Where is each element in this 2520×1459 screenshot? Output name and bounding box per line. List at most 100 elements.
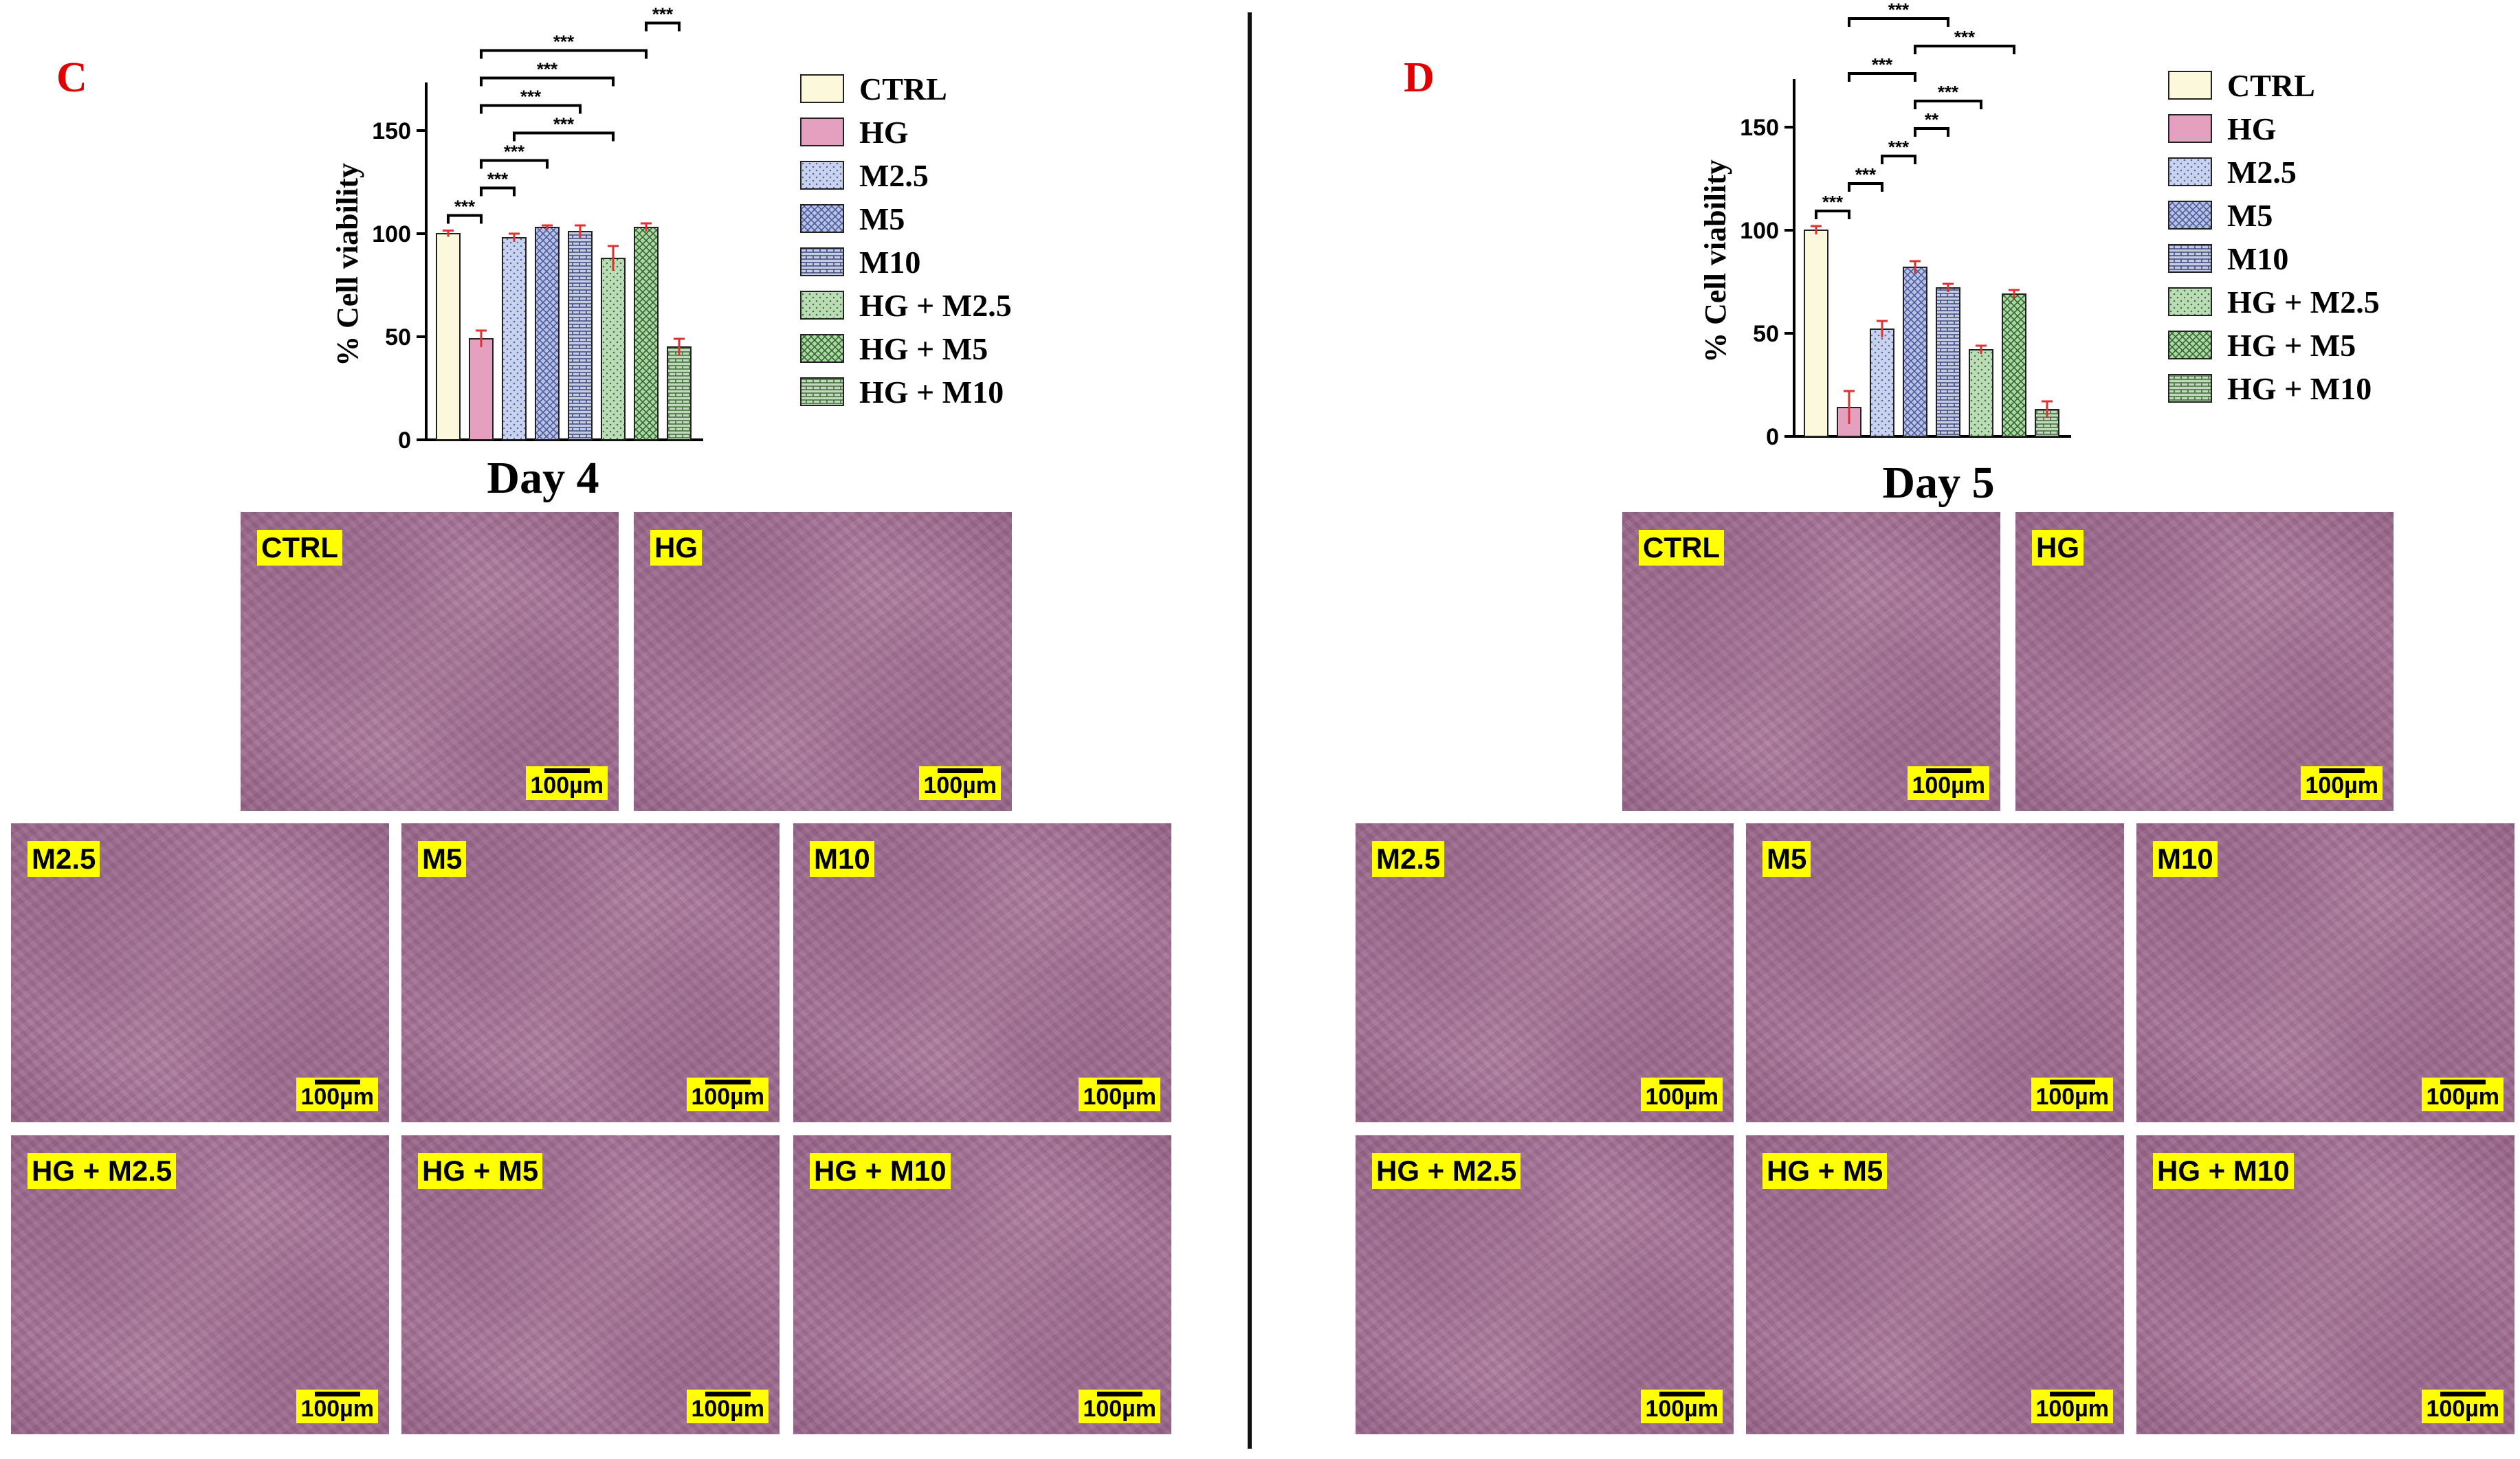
scale-bar-text: 100µm <box>2426 1396 2499 1423</box>
scale-bar-text: 100µm <box>2035 1084 2109 1111</box>
significance-bracket <box>1914 127 1949 137</box>
legend-swatch <box>2168 114 2212 143</box>
significance-bracket <box>480 49 648 59</box>
legend-entry: HG + M2.5 <box>859 288 1012 323</box>
legend-entry: M5 <box>859 201 905 236</box>
scale-bar: 100µm <box>2031 1390 2113 1423</box>
micrograph-d-hg-m2-5: HG + M2.5 100µm <box>1356 1135 1734 1434</box>
micrograph-c-hg-m10: HG + M10 100µm <box>793 1135 1171 1434</box>
panel-letter-c: C <box>56 54 87 101</box>
significance-label: *** <box>553 32 575 52</box>
chart-svg-day4: 0 50 100 150 % Cell viability *** *** *** *** ***… <box>331 4 1012 454</box>
legend-entry: HG + M2.5 <box>2227 285 2380 320</box>
y-axis-label: % Cell viability <box>331 163 364 366</box>
panel-letter-d: D <box>1404 54 1435 101</box>
scale-bar-line <box>937 768 983 774</box>
micrograph-label: CTRL <box>257 530 342 566</box>
legend-swatch <box>2168 331 2212 359</box>
micrograph-d-m5: M5 100µm <box>1746 823 2124 1122</box>
bar-hg-m10 <box>667 346 692 441</box>
micrograph-label: HG + M5 <box>1762 1153 1888 1190</box>
bar-m2-5 <box>502 237 527 441</box>
scale-bar-line <box>314 1392 360 1397</box>
legend-swatch <box>2168 201 2212 230</box>
legend-entry: CTRL <box>2227 68 2315 103</box>
scale-bar-text: 100µm <box>1083 1084 1156 1111</box>
bar-hg-m5 <box>2002 293 2026 437</box>
micrograph-d-hg-m5: HG + M5 100µm <box>1746 1135 2124 1434</box>
micrograph-label: M5 <box>418 841 467 878</box>
significance-bracket <box>1848 17 1949 27</box>
legend-swatch <box>2168 157 2212 186</box>
scale-bar-line <box>1659 1392 1705 1397</box>
scale-bar-text: 100µm <box>1645 1396 1718 1423</box>
scale-bar: 100µm <box>2422 1390 2504 1423</box>
scale-bar-text: 100µm <box>530 772 604 799</box>
micrograph-label: HG + M5 <box>418 1153 543 1190</box>
scale-bar-line <box>2049 1392 2095 1397</box>
legend-entry: M2.5 <box>859 158 929 193</box>
micrograph-label: HG + M10 <box>810 1153 951 1190</box>
significance-label: *** <box>652 4 674 25</box>
significance-bracket <box>480 186 516 197</box>
significance-label: *** <box>1822 192 1844 212</box>
legend-swatch <box>800 334 844 363</box>
micrograph-label: HG + M10 <box>2153 1153 2294 1190</box>
scale-bar-text: 100µm <box>2426 1084 2499 1111</box>
legend-entry: HG + M5 <box>2227 328 2356 363</box>
scale-bar: 100µm <box>2031 1078 2113 1111</box>
significance-bracket <box>1848 182 1883 192</box>
significance-label: ** <box>1925 109 1939 130</box>
legend-entry: HG + M10 <box>859 375 1004 410</box>
legend-entry: HG + M10 <box>2227 371 2372 406</box>
y-tick-label: 150 <box>372 118 411 144</box>
significance-label: *** <box>1938 82 1959 102</box>
legend-swatch <box>2168 244 2212 273</box>
viability-chart-day4: 0 50 100 150 % Cell viability *** *** *** *** ***… <box>296 4 1086 467</box>
y-tick-label: 100 <box>1740 218 1779 244</box>
micrograph-label: HG <box>2032 530 2084 566</box>
scale-bar-text: 100µm <box>300 1396 374 1423</box>
significance-bracket <box>1881 155 1916 164</box>
scale-bar-line <box>2049 1080 2095 1085</box>
significance-bracket <box>1914 45 2015 54</box>
legend-swatch <box>800 161 844 190</box>
significance-label: *** <box>1954 27 1976 47</box>
y-axis-label: % Cell viability <box>1699 159 1732 363</box>
micrograph-c-m10: M10 100µm <box>793 823 1171 1122</box>
bar-ctrl <box>1804 230 1828 437</box>
significance-bracket <box>1848 72 1916 82</box>
bar-m10 <box>1936 287 1960 437</box>
significance-label: *** <box>1888 137 1910 157</box>
micrograph-d-hg-m10: HG + M10 100µm <box>2136 1135 2515 1434</box>
legend-entry: M5 <box>2227 198 2273 233</box>
legend-swatch <box>800 377 844 406</box>
scale-bar-text: 100µm <box>1912 772 1985 799</box>
micrograph-c-hg-m5: HG + M5 100µm <box>401 1135 780 1434</box>
scale-bar: 100µm <box>2422 1078 2504 1111</box>
legend-swatch <box>800 118 844 146</box>
micrograph-d-m2-5: M2.5 100µm <box>1356 823 1734 1122</box>
micrograph-c-ctrl: CTRL 100µm <box>241 512 619 811</box>
bar-m5 <box>1903 267 1927 437</box>
significance-label: *** <box>454 197 476 217</box>
scale-bar-text: 100µm <box>691 1084 764 1111</box>
scale-bar: 100µm <box>2301 766 2383 800</box>
significance-label: *** <box>1888 0 1910 20</box>
legend-swatch <box>2168 287 2212 316</box>
micrograph-c-m5: M5 100µm <box>401 823 780 1122</box>
significance-bracket <box>1815 210 1850 219</box>
legend-entry: HG <box>2227 111 2277 146</box>
scale-bar-line <box>544 768 590 774</box>
bar-hg-m2-5 <box>1969 349 1993 437</box>
day5-label: Day 5 <box>1882 458 1995 508</box>
day4-label: Day 4 <box>487 453 599 503</box>
panel-divider <box>1248 12 1252 1449</box>
bar-ctrl <box>436 233 461 441</box>
scale-bar: 100µm <box>1908 766 1989 800</box>
legend-swatch <box>800 74 844 103</box>
scale-bar: 100µm <box>1641 1390 1723 1423</box>
significance-label: *** <box>537 59 558 80</box>
scale-bar-line <box>1096 1392 1142 1397</box>
